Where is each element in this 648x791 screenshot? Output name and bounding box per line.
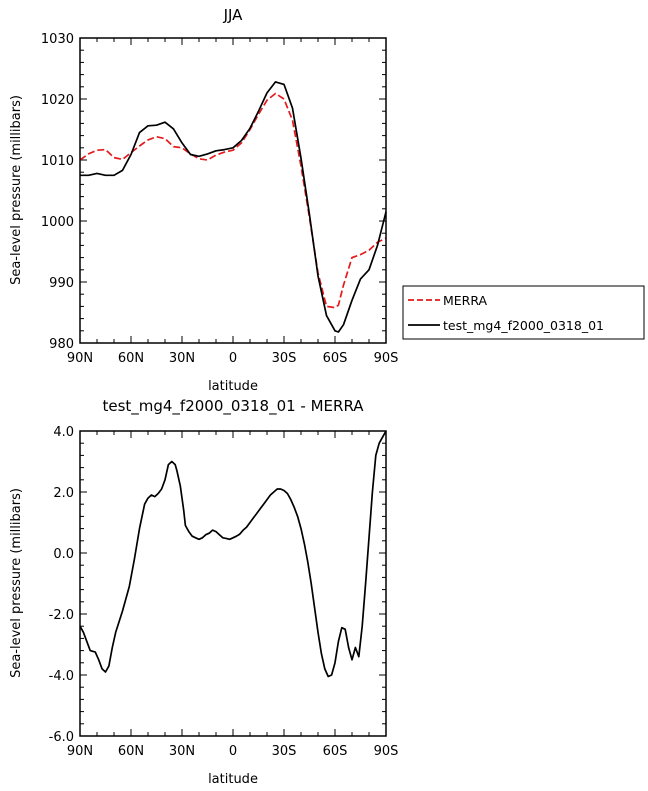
y-tick-label: 1030 bbox=[41, 32, 74, 47]
legend-box bbox=[402, 285, 645, 340]
top-panel: JJA 90N 60N 30N 0 30S 60S 90S 980 990 1000 1010 102… bbox=[9, 6, 398, 394]
x-tick-label: 60S bbox=[323, 744, 348, 759]
legend-label-test: test_mg4_f2000_0318_01 bbox=[443, 318, 604, 333]
x-tick-label: 0 bbox=[229, 351, 237, 366]
bottom-panel-y-axis-label: Sea-level pressure (millibars) bbox=[9, 488, 24, 678]
x-tick-label: 30S bbox=[272, 351, 297, 366]
series-line-difference bbox=[79, 430, 387, 678]
x-tick-label: 90S bbox=[374, 744, 399, 759]
x-tick-label: 90N bbox=[67, 744, 93, 759]
top-panel-x-axis-label: latitude bbox=[208, 379, 258, 394]
top-panel-y-axis-label: Sea-level pressure (millibars) bbox=[9, 95, 24, 285]
y-tick-label: 4.0 bbox=[53, 425, 74, 440]
x-tick-label: 30N bbox=[169, 351, 195, 366]
bottom-panel-title: test_mg4_f2000_0318_01 - MERRA bbox=[102, 397, 364, 416]
y-tick-label: 990 bbox=[49, 276, 74, 291]
y-tick-label: -4.0 bbox=[49, 669, 74, 684]
series-line-merra bbox=[79, 92, 387, 309]
y-tick-label: 1000 bbox=[41, 215, 74, 230]
x-tick-label: 30N bbox=[169, 744, 195, 759]
y-tick-label: 980 bbox=[49, 337, 74, 352]
x-tick-label: 60N bbox=[118, 351, 144, 366]
legend: MERRA test_mg4_f2000_0318_01 bbox=[402, 285, 645, 340]
top-panel-tick-labels: 90N 60N 30N 0 30S 60S 90S 980 990 1000 1010 1020 103… bbox=[41, 32, 398, 366]
top-panel-frame bbox=[79, 37, 387, 344]
top-panel-series bbox=[79, 81, 387, 333]
top-panel-title: JJA bbox=[223, 6, 244, 24]
legend-label-merra: MERRA bbox=[443, 293, 488, 308]
x-tick-label: 90N bbox=[67, 351, 93, 366]
x-tick-label: 60S bbox=[323, 351, 348, 366]
x-tick-label: 0 bbox=[229, 744, 237, 759]
y-tick-label: 2.0 bbox=[53, 486, 74, 501]
bottom-panel-tick-labels: 90N 60N 30N 0 30S 60S 90S -6.0 -4.0 -2.0 0.0 2.0 4.0 bbox=[49, 425, 399, 759]
y-tick-label: 1010 bbox=[41, 154, 74, 169]
x-tick-label: 90S bbox=[374, 351, 399, 366]
y-tick-label: -2.0 bbox=[49, 608, 74, 623]
series-line-test-mg4-f2000-0318-01 bbox=[80, 81, 387, 333]
y-tick-label: -6.0 bbox=[49, 730, 74, 745]
x-tick-label: 30S bbox=[272, 744, 297, 759]
bottom-panel-x-axis-label: latitude bbox=[208, 772, 258, 787]
y-tick-label: 0.0 bbox=[53, 547, 74, 562]
bottom-panel-grid-ticks bbox=[79, 430, 387, 737]
bottom-panel: test_mg4_f2000_0318_01 - MERRA 90N 60N 30N… bbox=[9, 397, 398, 787]
bottom-panel-series bbox=[79, 430, 387, 678]
y-tick-label: 1020 bbox=[41, 93, 74, 108]
x-tick-label: 60N bbox=[118, 744, 144, 759]
bottom-panel-frame bbox=[79, 430, 387, 737]
